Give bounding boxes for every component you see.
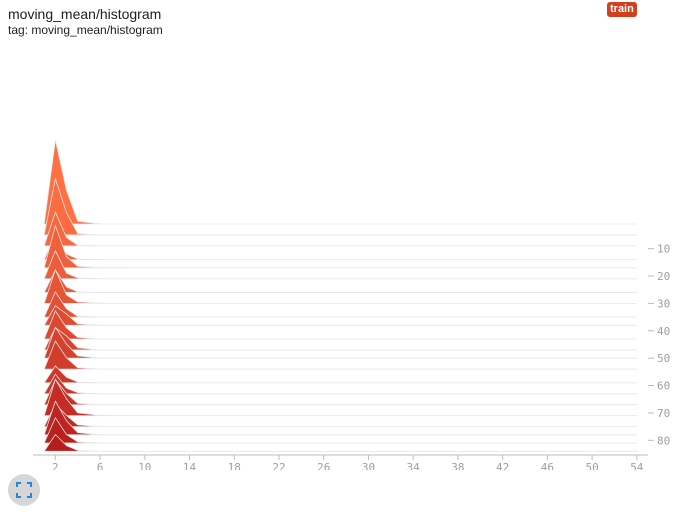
step-tick-label: 20 [657, 270, 670, 283]
histogram-slice [43, 305, 639, 326]
x-tick-label: 38 [451, 461, 464, 470]
histogram-slice [43, 373, 638, 395]
step-tick-label: 50 [657, 352, 670, 365]
histogram-slice [43, 139, 637, 225]
x-tick-label: 6 [97, 461, 104, 470]
histogram-slice [43, 177, 638, 237]
histogram-slice [43, 224, 639, 269]
x-tick-label: 30 [362, 461, 375, 470]
step-tick-label: 10 [657, 243, 670, 256]
histogram-slice [43, 269, 638, 294]
histogram-slice [43, 249, 638, 280]
expand-button[interactable] [8, 474, 40, 506]
x-tick-label: 42 [496, 461, 509, 470]
step-tick-label: 70 [657, 407, 670, 420]
fullscreen-icon [16, 482, 32, 498]
x-tick-label: 10 [138, 461, 151, 470]
x-tick-label: 18 [228, 461, 241, 470]
histogram-slice [43, 416, 638, 444]
x-tick-label: 14 [183, 461, 197, 470]
histogram-slice [43, 365, 639, 384]
x-tick-label: 34 [407, 461, 421, 470]
x-tick-label: 22 [272, 461, 285, 470]
step-axis: 10 20 30 40 50 60 70 80 [648, 243, 670, 447]
histogram-slice [43, 433, 638, 453]
x-tick-label: 54 [630, 461, 644, 470]
step-tick-label: 80 [657, 434, 670, 447]
histogram-slice [43, 211, 637, 247]
x-tick-label: 2 [52, 461, 59, 470]
x-tick-label: 50 [585, 461, 598, 470]
histogram-slice [43, 326, 638, 360]
x-tick-label: 46 [541, 461, 554, 470]
step-tick-label: 40 [657, 325, 670, 338]
card-title: moving_mean/histogram [8, 6, 162, 22]
x-tick-label: 26 [317, 461, 330, 470]
histogram-slice [43, 233, 637, 261]
run-badge: train [607, 2, 637, 17]
histogram-slice [43, 326, 638, 351]
histogram-slice [43, 400, 638, 436]
histogram-slice [43, 310, 637, 340]
step-tick-label: 30 [657, 297, 670, 310]
histogram-slice [43, 268, 637, 304]
card-tag: tag: moving_mean/histogram [8, 23, 163, 37]
x-axis: 2 6 10 14 18 22 26 30 34 38 42 46 50 54 [33, 454, 648, 470]
histogram-chart: 2 6 10 14 18 22 26 30 34 38 42 46 50 54 1020304050607… [33, 139, 670, 470]
histogram-slice [43, 291, 637, 318]
histogram-slices [43, 139, 639, 453]
histogram-slice [43, 340, 638, 370]
histogram-slice [43, 378, 638, 406]
step-tick-label: 60 [657, 380, 670, 393]
histogram-slice [43, 378, 638, 417]
